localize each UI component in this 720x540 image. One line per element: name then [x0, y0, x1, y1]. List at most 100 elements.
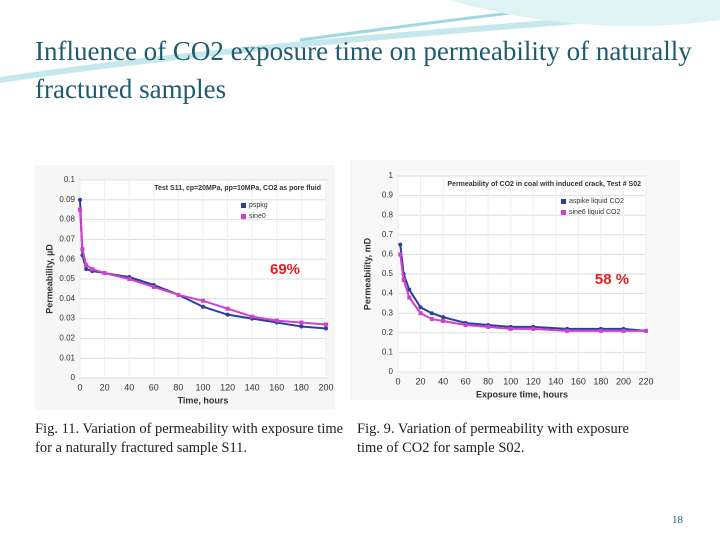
- marker: [299, 320, 304, 325]
- marker: [441, 319, 446, 324]
- y-tick-label: 0.08: [59, 215, 75, 224]
- marker: [401, 277, 406, 282]
- marker: [299, 324, 304, 329]
- marker: [324, 322, 328, 327]
- marker: [565, 328, 570, 333]
- x-tick-label: 20: [100, 382, 110, 392]
- marker: [90, 267, 95, 272]
- x-tick-label: 60: [149, 382, 159, 392]
- x-tick-label: 140: [245, 382, 260, 392]
- x-tick-label: 120: [526, 376, 541, 386]
- marker: [441, 315, 446, 320]
- marker: [102, 271, 107, 276]
- y-axis-label: Permeability, µD: [44, 244, 54, 314]
- x-tick-label: 220: [638, 376, 653, 386]
- legend-swatch: [241, 203, 246, 208]
- legend-swatch: [561, 210, 566, 215]
- y-tick-label: 0.5: [382, 269, 394, 278]
- marker: [176, 292, 181, 297]
- y-tick-label: 0.1: [382, 348, 394, 357]
- marker: [407, 287, 412, 292]
- marker: [80, 247, 85, 252]
- legend-swatch: [561, 199, 566, 204]
- x-tick-label: 180: [593, 376, 608, 386]
- y-tick-label: 0.8: [382, 210, 394, 219]
- marker: [486, 324, 491, 329]
- page-number: 18: [672, 514, 683, 526]
- x-tick-label: 40: [438, 376, 448, 386]
- y-tick-label: 0.07: [59, 235, 75, 244]
- y-tick-label: 0.1: [64, 175, 76, 184]
- annotation: 69%: [270, 261, 300, 278]
- x-tick-label: 160: [571, 376, 586, 386]
- marker: [407, 295, 412, 300]
- marker: [508, 326, 513, 331]
- x-tick-label: 20: [416, 376, 426, 386]
- marker: [644, 328, 648, 333]
- y-tick-label: 0: [71, 373, 76, 382]
- marker: [201, 298, 205, 303]
- series-line: [399, 244, 647, 332]
- y-tick-label: 0.2: [382, 328, 394, 337]
- y-tick-label: 0.01: [59, 353, 75, 362]
- marker: [78, 197, 82, 202]
- x-tick-label: 80: [173, 382, 183, 392]
- chart-title: Permeability of CO2 in coal with induced…: [447, 181, 641, 188]
- marker: [621, 328, 626, 333]
- x-tick-label: 160: [269, 382, 284, 392]
- marker: [324, 326, 328, 331]
- marker: [531, 326, 536, 331]
- legend-swatch: [241, 214, 246, 219]
- marker: [598, 328, 603, 333]
- marker: [274, 318, 279, 323]
- marker: [250, 314, 255, 319]
- marker: [418, 311, 423, 316]
- slide-title: Influence of CO2 exposure time on permea…: [35, 36, 692, 104]
- annotation: 58 %: [595, 271, 629, 288]
- x-axis-label: Exposure time, hours: [476, 389, 568, 399]
- marker: [84, 267, 89, 272]
- marker: [463, 322, 468, 327]
- x-axis-label: Time, hours: [178, 395, 229, 405]
- x-tick-label: 40: [124, 382, 134, 392]
- marker: [78, 207, 82, 212]
- marker: [127, 277, 132, 281]
- x-tick-label: 140: [548, 376, 563, 386]
- y-tick-label: 0.04: [59, 294, 75, 303]
- x-tick-label: 120: [220, 382, 235, 392]
- y-tick-label: 0.06: [59, 254, 75, 263]
- y-tick-label: 0.02: [59, 334, 75, 343]
- legend-label: pspkg: [249, 202, 268, 209]
- marker: [429, 311, 434, 316]
- y-tick-label: 1: [389, 171, 394, 180]
- y-tick-label: 0.03: [59, 314, 75, 323]
- y-tick-label: 0.05: [59, 274, 75, 283]
- chart-title: Test S11, cp=20MPa, pp=10MPa, CO2 as por…: [154, 185, 321, 192]
- y-tick-label: 0: [389, 367, 394, 376]
- marker: [398, 252, 403, 257]
- caption: Fig. 11. Variation of permeability with …: [35, 421, 344, 456]
- y-tick-label: 0.09: [59, 195, 75, 204]
- marker: [151, 284, 156, 289]
- legend-label: sine0: [249, 213, 266, 220]
- x-tick-label: 100: [195, 382, 210, 392]
- marker: [84, 263, 89, 268]
- y-tick-label: 0.4: [382, 289, 394, 298]
- y-tick-label: 0.6: [382, 250, 394, 259]
- y-tick-label: 0.9: [382, 191, 394, 200]
- marker: [225, 306, 230, 311]
- marker: [201, 304, 205, 309]
- x-tick-label: 0: [395, 376, 400, 386]
- caption: Fig. 9. Variation of permeability with e…: [357, 421, 629, 456]
- series-line: [399, 254, 646, 332]
- marker: [418, 305, 423, 310]
- legend-label: aspike liquid CO2: [569, 198, 624, 205]
- x-tick-label: 0: [77, 382, 82, 392]
- x-tick-label: 180: [294, 382, 309, 392]
- decoration: [450, 0, 720, 26]
- marker: [398, 242, 403, 247]
- marker: [429, 317, 434, 322]
- x-tick-label: 60: [461, 376, 471, 386]
